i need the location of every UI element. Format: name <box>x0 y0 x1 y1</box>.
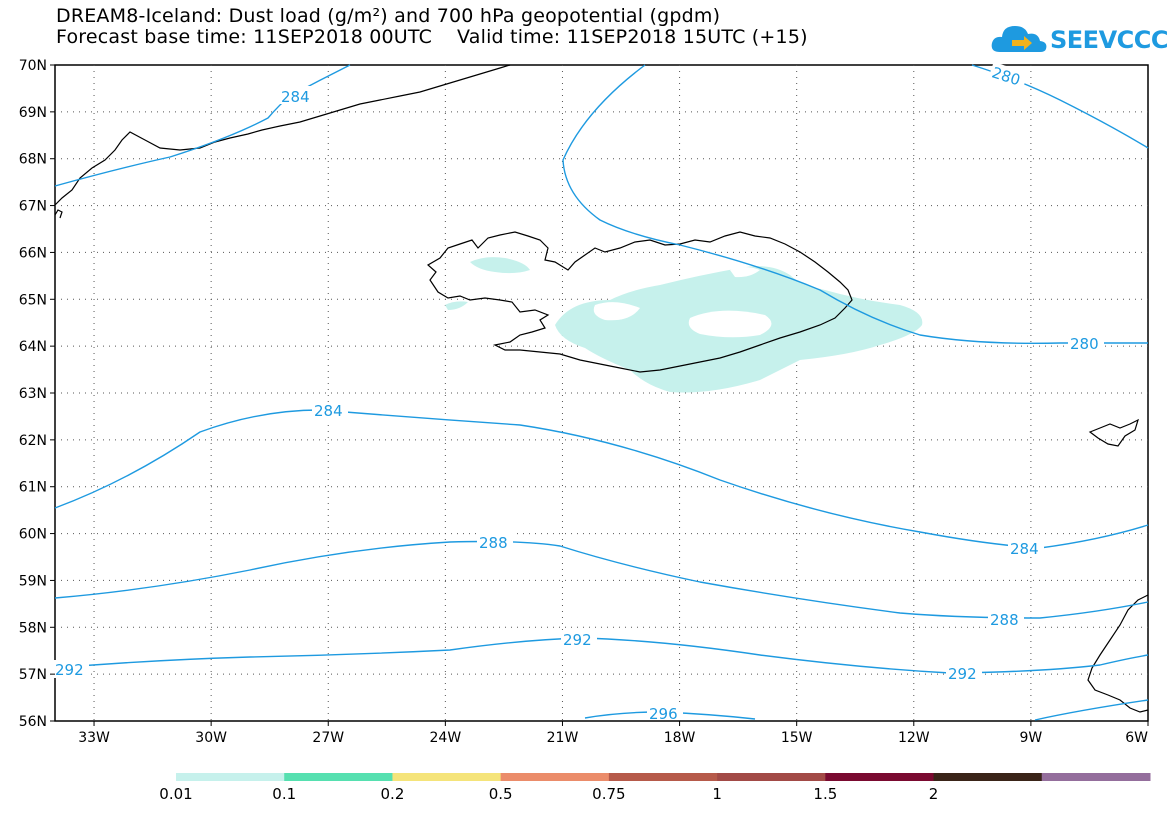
colorbar-swatch <box>1041 773 1151 781</box>
lon-tick-label: 21W <box>547 730 579 746</box>
lat-tick-label: 60N <box>19 527 47 543</box>
contour-292 <box>54 637 1149 674</box>
lon-tick-label: 18W <box>664 730 696 746</box>
lon-tick-label: 15W <box>781 730 813 746</box>
lat-tick-label: 70N <box>19 58 47 74</box>
logo-text: SEEVCCC <box>1050 26 1169 54</box>
contour-label: 284 <box>281 88 310 106</box>
colorbar-label: 0.01 <box>159 785 193 803</box>
lat-tick-label: 61N <box>19 480 47 496</box>
lat-tick-label: 58N <box>19 620 47 636</box>
colorbar-label: 1 <box>712 785 722 803</box>
colorbar-label: 0.1 <box>272 785 297 803</box>
greenland-coastline <box>54 64 511 206</box>
seevccc-logo: SEEVCCC <box>990 18 1169 58</box>
map-title: DREAM8-Iceland: Dust load (g/m²) and 700… <box>56 5 721 27</box>
contour-label: 292 <box>55 661 84 679</box>
lon-tick-label: 12W <box>898 730 930 746</box>
colorbar-swatch <box>284 773 393 781</box>
lat-tick-label: 66N <box>19 245 47 261</box>
lat-tick-label: 64N <box>19 339 47 355</box>
iceland-coastline <box>426 231 853 373</box>
faroe-islands <box>1088 418 1139 447</box>
colorbar-swatch <box>176 773 285 781</box>
cloud-icon <box>991 26 1047 52</box>
colorbar-label: 0.2 <box>380 785 405 803</box>
greenland-coast-south <box>54 209 63 219</box>
lat-tick-label: 62N <box>19 433 47 449</box>
lat-tick-label: 57N <box>19 667 47 683</box>
contour-label: 288 <box>990 611 1019 629</box>
lat-tick-label: 63N <box>19 386 47 402</box>
latitude-labels: 70N 69N 68N 67N 66N 65N 64N 63N 62N 61N 60N 59N 58N 5… <box>19 58 55 730</box>
lon-tick-label: 30W <box>195 730 227 746</box>
colorbar-swatch <box>500 773 610 781</box>
lon-tick-label: 6W <box>1125 730 1148 746</box>
colorbar-label: 1.5 <box>813 785 838 803</box>
lon-tick-label: 9W <box>1020 730 1043 746</box>
contour-label: 280 <box>1070 335 1099 353</box>
lat-tick-label: 59N <box>19 573 47 589</box>
contour-label: 284 <box>314 402 343 420</box>
lat-tick-label: 69N <box>19 105 47 121</box>
lat-tick-label: 67N <box>19 199 47 215</box>
lon-tick-label: 33W <box>78 730 110 746</box>
colorbar-swatch <box>392 773 502 781</box>
contour-284-mid <box>54 409 1149 549</box>
dust-free-area <box>593 267 772 338</box>
colorbar-label: 0.5 <box>488 785 513 803</box>
contour-280-north <box>562 64 1148 345</box>
colorbar-swatch <box>717 773 826 781</box>
contour-label: 288 <box>479 534 508 552</box>
colorbar-label: 0.75 <box>592 785 626 803</box>
lon-tick-label: 24W <box>430 730 462 746</box>
contour-label: 284 <box>1010 540 1039 558</box>
colorbar <box>176 773 1151 781</box>
colorbar-swatch <box>933 773 1043 781</box>
contour-labels: 284 280 280 284 284 288 288 292 292 292 … <box>53 61 1104 723</box>
colorbar-swatch <box>825 773 935 781</box>
contour-label: 292 <box>563 631 592 649</box>
scotland-coastline <box>1087 594 1149 713</box>
contour-296-east <box>1034 699 1149 721</box>
contour-label: 296 <box>649 705 678 723</box>
lon-tick-label: 27W <box>312 730 344 746</box>
map-grid <box>55 65 1148 721</box>
map-subtitle: Forecast base time: 11SEP2018 00UTC Vali… <box>56 26 808 48</box>
contour-label: 292 <box>948 665 977 683</box>
longitude-labels: 33W 30W 27W 24W 21W 18W 15W 12W 9W 6W <box>78 721 1149 746</box>
lat-tick-label: 68N <box>19 152 47 168</box>
colorbar-label: 2 <box>928 785 939 803</box>
colorbar-swatch <box>608 773 718 781</box>
lat-tick-label: 56N <box>19 714 47 730</box>
lat-tick-label: 65N <box>19 292 47 308</box>
